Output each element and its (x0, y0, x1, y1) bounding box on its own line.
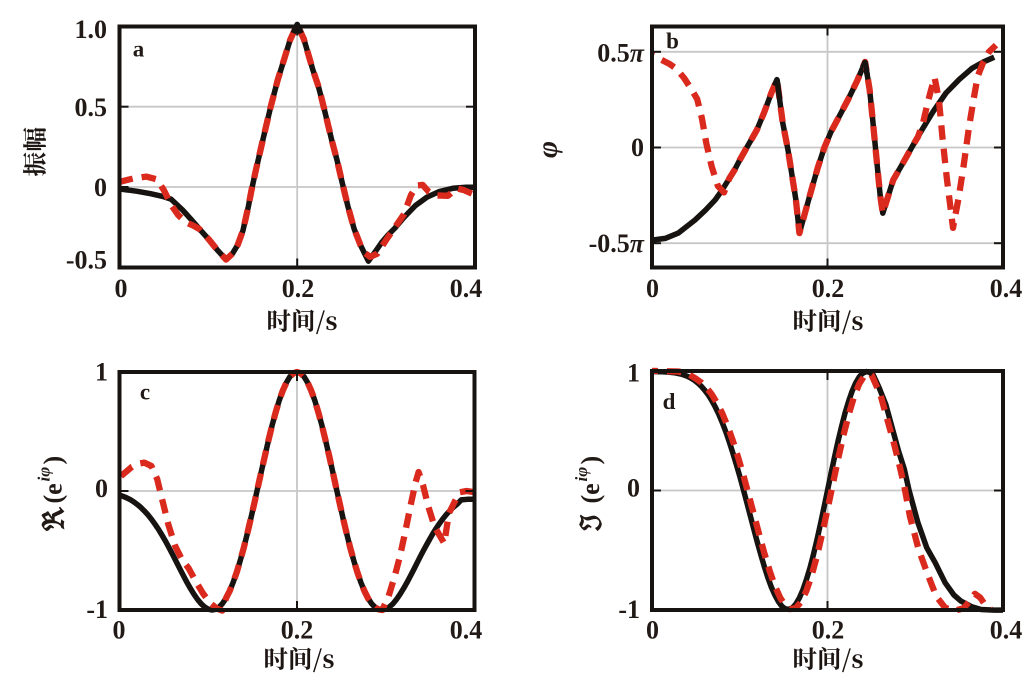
svg-text:-0.5: -0.5 (66, 245, 107, 274)
svg-text:φ: φ (532, 141, 564, 158)
svg-text:0.2: 0.2 (812, 274, 845, 303)
svg-text:1: 1 (627, 359, 640, 388)
svg-text:0.4: 0.4 (990, 616, 1023, 645)
svg-text:0.4: 0.4 (450, 274, 483, 303)
svg-text:c: c (140, 380, 150, 405)
svg-text:(e: (e (39, 483, 68, 503)
svg-text:iφ: iφ (35, 467, 54, 482)
svg-text:0: 0 (631, 133, 644, 162)
svg-text:0: 0 (646, 616, 659, 645)
svg-text:0.2: 0.2 (281, 616, 314, 645)
svg-text:0: 0 (646, 274, 659, 303)
svg-text:d: d (663, 389, 676, 414)
svg-text:0.4: 0.4 (990, 274, 1023, 303)
svg-text:0: 0 (95, 474, 108, 503)
svg-text:0: 0 (113, 616, 126, 645)
svg-text:1: 1 (95, 358, 108, 387)
svg-text:a: a (133, 37, 145, 62)
svg-text:): ) (576, 456, 605, 465)
svg-text:(e: (e (576, 483, 605, 503)
svg-text:0: 0 (94, 173, 107, 202)
svg-text:0.5π: 0.5π (597, 39, 645, 68)
svg-text:0: 0 (115, 274, 128, 303)
svg-text:1.0: 1.0 (75, 15, 108, 44)
svg-text:-0.5π: -0.5π (589, 229, 645, 258)
svg-text:-1: -1 (86, 595, 108, 624)
svg-text:): ) (39, 456, 68, 465)
svg-text:-1: -1 (618, 595, 640, 624)
svg-text:0: 0 (627, 474, 640, 503)
svg-text:0.4: 0.4 (450, 616, 483, 645)
svg-text:b: b (666, 29, 679, 54)
svg-text:iφ: iφ (572, 467, 591, 482)
svg-text:0.2: 0.2 (812, 616, 845, 645)
svg-text:0.5: 0.5 (75, 93, 108, 122)
svg-text:0.2: 0.2 (282, 274, 315, 303)
